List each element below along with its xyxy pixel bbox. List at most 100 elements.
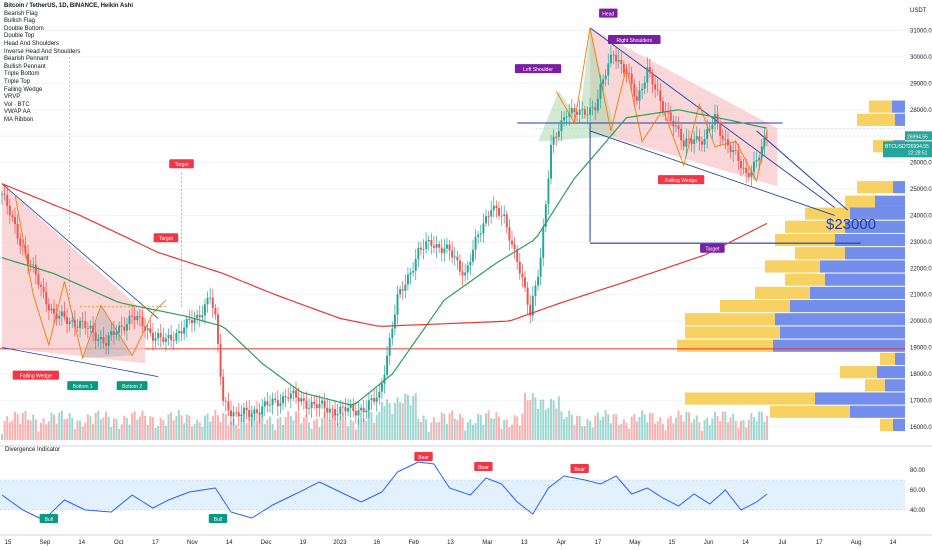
candle-body bbox=[750, 171, 753, 177]
volume-bar bbox=[695, 415, 698, 440]
candle-body bbox=[118, 325, 121, 333]
indicator-item[interactable]: VRVP bbox=[4, 94, 21, 101]
candle-body bbox=[185, 318, 188, 328]
volume-bar bbox=[656, 421, 659, 440]
candle-body bbox=[339, 406, 342, 414]
candle-body bbox=[334, 409, 337, 416]
volume-bar bbox=[175, 416, 178, 440]
candle-body bbox=[276, 399, 279, 407]
volume-bar bbox=[581, 426, 584, 440]
volume-bar bbox=[3, 420, 6, 440]
volume-bar bbox=[279, 416, 282, 440]
indicator-item[interactable]: Triple Bottom bbox=[4, 71, 40, 78]
volume-bar bbox=[685, 411, 688, 440]
volume-bar bbox=[34, 419, 37, 440]
indicator-item[interactable]: Bearish Flag bbox=[4, 10, 38, 17]
indicator-item[interactable]: Bullish Pennant bbox=[4, 63, 46, 70]
indicator-item[interactable]: Falling Wedge bbox=[4, 86, 43, 93]
volume-bar bbox=[170, 412, 173, 440]
volume-bar bbox=[766, 416, 768, 440]
rsi-label-bg bbox=[39, 514, 59, 523]
volume-bar bbox=[383, 405, 386, 440]
candle-body bbox=[555, 136, 558, 138]
volume-bar bbox=[719, 421, 722, 440]
volume-bar bbox=[547, 408, 550, 440]
volume-bar bbox=[289, 416, 292, 440]
volume-bar bbox=[427, 432, 430, 440]
y-tick-label: 30000.00 bbox=[910, 55, 932, 61]
candle-body bbox=[763, 136, 766, 147]
volume-bar bbox=[367, 411, 370, 440]
vp-bar-buy bbox=[775, 313, 905, 326]
volume-bar bbox=[336, 422, 339, 440]
pattern-label: Right Shoulders bbox=[617, 38, 653, 44]
volume-bar bbox=[552, 400, 555, 440]
volume-bar bbox=[232, 418, 235, 440]
pattern-label: Target bbox=[175, 162, 190, 168]
volume-bar bbox=[216, 415, 219, 440]
candle-body bbox=[503, 214, 506, 217]
volume-bar bbox=[357, 419, 360, 440]
candle-body bbox=[560, 120, 563, 132]
indicator-item[interactable]: Bullish Flag bbox=[4, 18, 36, 25]
candle-body bbox=[539, 257, 542, 277]
vp-bar-buy bbox=[892, 100, 905, 113]
volume-bar bbox=[599, 420, 602, 440]
indicator-item[interactable]: Head And Shoulders bbox=[4, 40, 60, 47]
candle-body bbox=[326, 407, 329, 413]
volume-bar bbox=[700, 430, 703, 440]
countdown-tag: 22:28:51 bbox=[908, 150, 928, 156]
candle-body bbox=[105, 343, 108, 346]
indicator-item[interactable]: MA Ribbon bbox=[4, 116, 34, 123]
volume-bar bbox=[513, 415, 516, 440]
volume-bar bbox=[261, 413, 264, 440]
indicator-item[interactable]: VWAP AA bbox=[4, 109, 31, 116]
candle-body bbox=[211, 297, 214, 309]
indicator-item[interactable]: Bearish Pennant bbox=[4, 56, 49, 63]
volume-bar bbox=[625, 422, 628, 440]
candle-body bbox=[661, 101, 664, 112]
candle-body bbox=[308, 407, 311, 409]
pattern-label: Bottom 2 bbox=[122, 384, 142, 390]
candle-body bbox=[620, 60, 623, 64]
indicator-item[interactable]: Vol · BTC bbox=[4, 101, 30, 108]
indicator-item[interactable]: Triple Top bbox=[4, 78, 31, 85]
volume-bar bbox=[201, 426, 204, 440]
volume-bar bbox=[745, 427, 748, 440]
volume-bar bbox=[560, 411, 563, 440]
candle-body bbox=[42, 286, 45, 292]
volume-bar bbox=[555, 408, 558, 440]
indicator-item[interactable]: Double Bottom bbox=[4, 25, 44, 32]
candle-body bbox=[53, 308, 56, 314]
volume-bar bbox=[185, 414, 188, 440]
indicator-item[interactable]: Double Top bbox=[4, 33, 35, 40]
pattern-label-bg bbox=[153, 233, 179, 243]
volume-bar bbox=[609, 423, 612, 440]
volume-bar bbox=[646, 422, 649, 440]
candle-body bbox=[209, 297, 212, 299]
candle-body bbox=[50, 308, 53, 311]
volume-bar bbox=[703, 420, 706, 440]
y-tick-label: 22000.00 bbox=[910, 266, 932, 272]
candle-body bbox=[401, 289, 404, 291]
vp-bar-buy bbox=[893, 418, 905, 432]
volume-bar bbox=[485, 413, 487, 440]
vp-bar-sell bbox=[677, 339, 773, 352]
candle-body bbox=[47, 304, 50, 311]
volume-bar bbox=[159, 417, 162, 440]
candle-body bbox=[609, 54, 612, 64]
time-axis: 15 Sep 14 Oct 17 Nov 14 Dec 19 2023 16 Feb 13 Mar 13 Ap… bbox=[5, 540, 897, 546]
volume-bar bbox=[669, 415, 672, 440]
x-tick-label: 14 bbox=[226, 540, 233, 546]
price-axis: 31000.0030000.0029000.0028000.0027000.00… bbox=[910, 8, 932, 514]
indicator-item[interactable]: Inverse Head And Shoulders bbox=[4, 48, 81, 55]
vp-bar-buy bbox=[790, 299, 905, 313]
volume-bar bbox=[71, 417, 74, 440]
candle-body bbox=[360, 407, 363, 411]
volume-bar bbox=[341, 413, 344, 440]
candle-body bbox=[201, 315, 204, 318]
volume-bar bbox=[612, 414, 615, 440]
rsi-band bbox=[0, 479, 905, 511]
candle-body bbox=[651, 72, 654, 85]
